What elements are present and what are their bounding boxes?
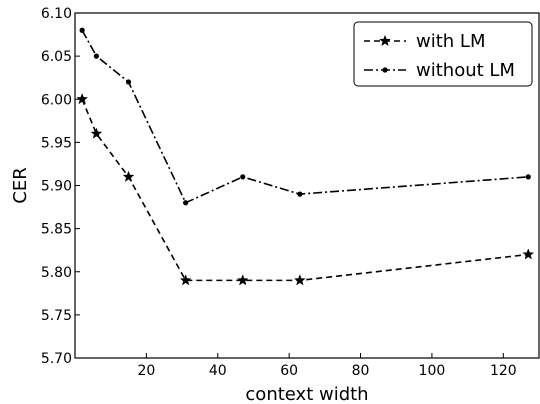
series-without-lm	[79, 27, 531, 206]
y-tick-label: 5.95	[41, 135, 72, 151]
y-tick-label: 6.05	[41, 49, 72, 65]
legend-label-without-lm: without LM	[416, 60, 515, 81]
data-point-without-lm	[125, 79, 132, 85]
data-point-without-lm	[93, 53, 100, 59]
x-axis-label: context width	[245, 384, 368, 404]
x-tick-label: 40	[209, 363, 227, 379]
legend-marker-with-lm	[379, 34, 391, 47]
x-tick-label: 60	[280, 363, 298, 379]
x-tick-label: 20	[137, 363, 155, 379]
y-axis-label: CER	[10, 167, 31, 203]
y-tick-label: 5.90	[41, 179, 72, 195]
legend-entry-with-lm: with LM	[364, 31, 485, 52]
data-point-with-lm	[90, 127, 103, 139]
x-tick-label: 120	[490, 363, 517, 379]
y-tick-label: 5.70	[41, 351, 72, 367]
y-tick-label: 5.85	[41, 222, 72, 238]
y-tick-label: 6.00	[41, 92, 72, 108]
data-point-without-lm	[525, 174, 531, 180]
data-point-with-lm	[179, 274, 192, 286]
x-tick-label: 100	[419, 363, 446, 379]
data-point-without-lm	[240, 174, 246, 180]
data-point-without-lm	[297, 191, 303, 197]
y-tick-label: 5.75	[41, 308, 72, 324]
legend-entry-without-lm: without LM	[364, 60, 515, 81]
data-point-with-lm	[293, 274, 306, 286]
data-point-with-lm	[236, 274, 249, 286]
series-with-lm	[76, 93, 535, 286]
data-point-with-lm	[76, 93, 89, 105]
y-tick-label: 6.10	[41, 6, 72, 22]
series-layer	[76, 27, 535, 286]
data-point-with-lm	[122, 170, 135, 182]
data-point-without-lm	[183, 200, 189, 206]
ticks: 20 40 60 80 100 120 5.70 5.75 5.80 5.85 5.90 5.95 6.…	[41, 6, 517, 379]
legend-marker-without-lm	[382, 67, 388, 73]
y-tick-label: 5.80	[41, 265, 72, 281]
x-tick-label: 80	[352, 363, 370, 379]
legend: with LM without LM	[353, 21, 533, 87]
data-point-with-lm	[522, 248, 535, 260]
legend-label-with-lm: with LM	[416, 31, 485, 52]
data-point-without-lm	[79, 27, 85, 33]
